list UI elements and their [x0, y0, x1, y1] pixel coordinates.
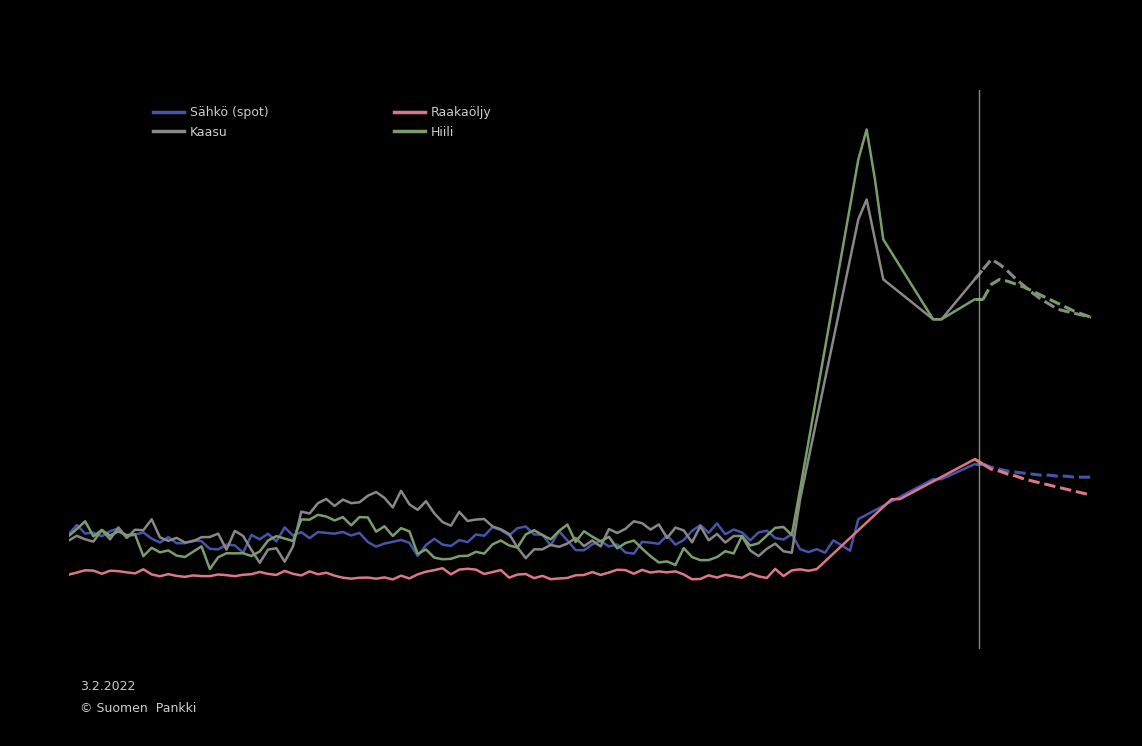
Legend: Sähkö (spot), Kaasu, Raakaöljy, Hiili: Sähkö (spot), Kaasu, Raakaöljy, Hiili	[147, 101, 497, 144]
Text: © Suomen  Pankki: © Suomen Pankki	[80, 703, 196, 715]
Text: 3.2.2022: 3.2.2022	[80, 680, 135, 693]
